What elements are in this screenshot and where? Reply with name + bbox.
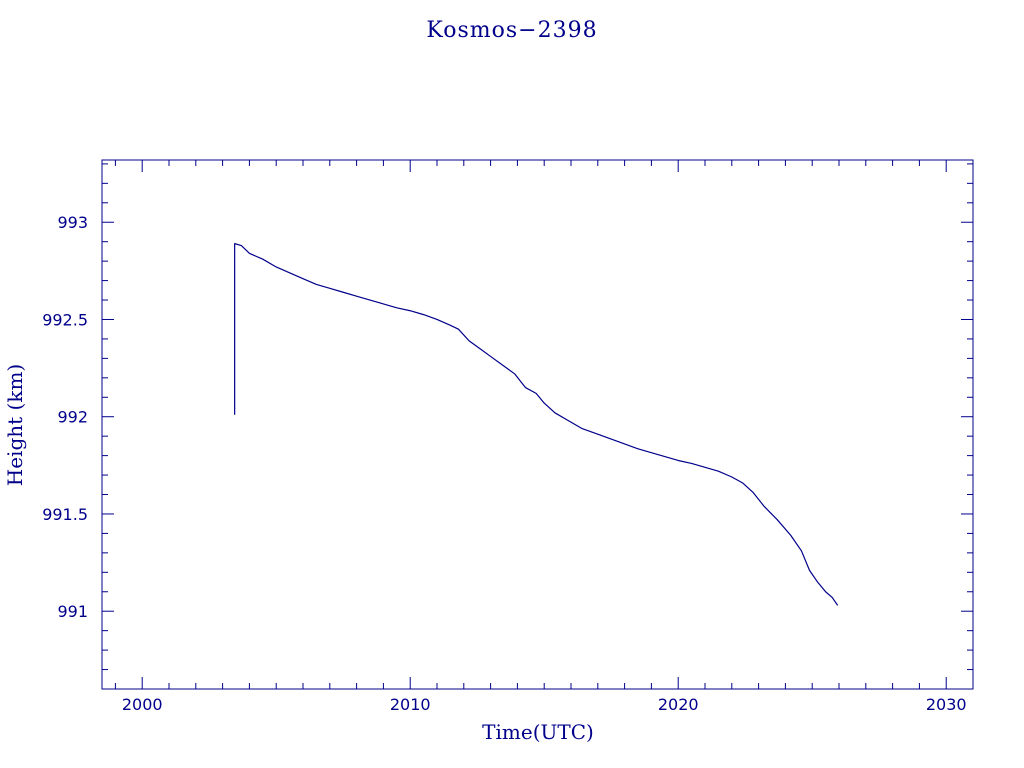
y-axis-tick-labels: 991 991.5 992 992.5 993 [42, 213, 88, 621]
x-axis-label: Time(UTC) [482, 720, 594, 744]
x-tick-label: 2020 [658, 695, 699, 714]
series-group [234, 243, 839, 606]
chart-title: Kosmos−2398 [426, 18, 597, 43]
x-axis-ticks [114, 160, 974, 689]
y-tick-label: 991 [57, 602, 88, 621]
y-axis-label: Height (km) [3, 364, 27, 486]
x-tick-label: 2000 [122, 695, 163, 714]
x-tick-label: 2010 [390, 695, 431, 714]
y-tick-label: 992 [57, 408, 88, 427]
y-tick-label: 991.5 [42, 505, 88, 524]
x-tick-label: 2030 [926, 695, 967, 714]
plot-area-border [101, 159, 974, 690]
x-axis-tick-labels: 2000 2010 2020 2030 [122, 695, 967, 714]
y-tick-label: 992.5 [42, 310, 88, 329]
series-line-height [234, 243, 839, 606]
y-axis-ticks [102, 163, 973, 690]
plot-frame [101, 159, 974, 690]
y-tick-label: 993 [57, 213, 88, 232]
